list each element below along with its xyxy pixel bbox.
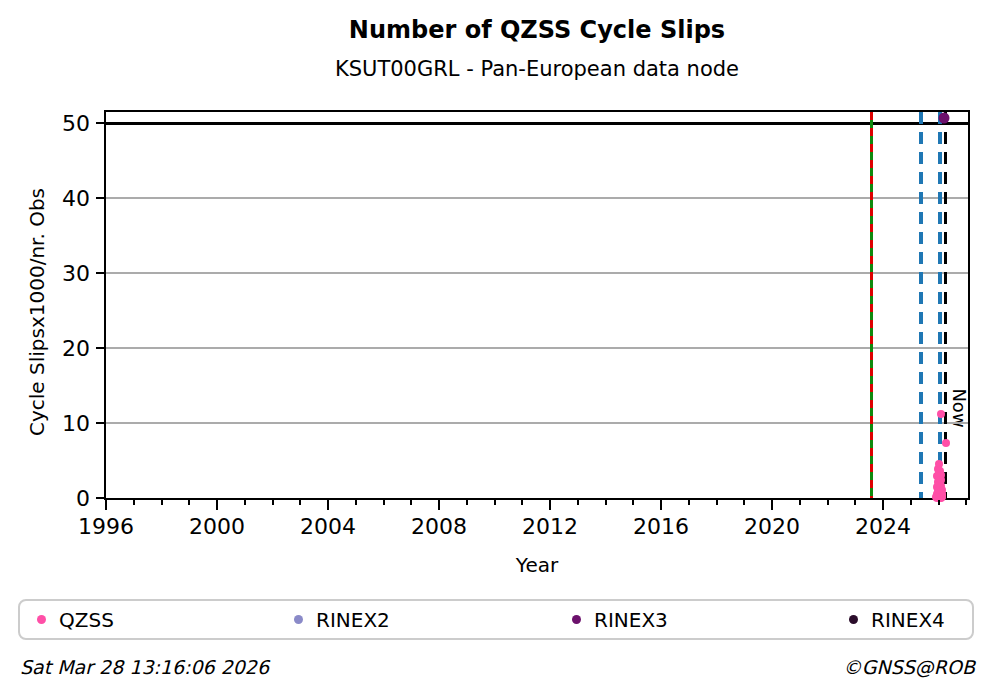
x-minor-tick bbox=[383, 500, 385, 505]
x-major-tick bbox=[438, 500, 440, 510]
x-minor-tick bbox=[272, 500, 274, 505]
x-major-tick bbox=[327, 500, 329, 510]
x-minor-tick bbox=[688, 500, 690, 505]
x-minor-tick bbox=[410, 500, 412, 505]
credit-text: ©GNSS@ROB bbox=[843, 656, 975, 678]
data-point-rinex3 bbox=[939, 112, 950, 123]
plot-area: Now bbox=[104, 110, 970, 500]
legend-item-rinex3: RINEX3 bbox=[572, 601, 668, 638]
chart-title: Number of QZSS Cycle Slips bbox=[106, 16, 968, 44]
x-minor-tick bbox=[188, 500, 190, 505]
legend-label-rinex4: RINEX4 bbox=[871, 608, 945, 632]
data-point-qzss bbox=[942, 439, 950, 447]
y-major-tick bbox=[96, 272, 106, 274]
legend-marker-rinex3 bbox=[572, 615, 581, 624]
x-minor-tick bbox=[161, 500, 163, 505]
x-minor-tick bbox=[854, 500, 856, 505]
legend-item-qzss: QZSS bbox=[37, 601, 114, 638]
legend-marker-rinex4 bbox=[849, 615, 858, 624]
x-tick-label: 2020 bbox=[727, 514, 817, 539]
x-minor-tick bbox=[133, 500, 135, 505]
x-minor-tick bbox=[299, 500, 301, 505]
x-minor-tick bbox=[910, 500, 912, 505]
legend-marker-rinex2 bbox=[294, 615, 303, 624]
y-major-tick bbox=[96, 347, 106, 349]
legend: QZSS RINEX2 RINEX3 RINEX4 bbox=[18, 599, 974, 640]
y-major-tick bbox=[96, 197, 106, 199]
legend-label-qzss: QZSS bbox=[59, 608, 114, 632]
x-tick-label: 2008 bbox=[394, 514, 484, 539]
threshold-line-50 bbox=[106, 122, 968, 125]
legend-label-rinex3: RINEX3 bbox=[594, 608, 668, 632]
x-tick-label: 2004 bbox=[283, 514, 373, 539]
y-major-tick bbox=[96, 422, 106, 424]
x-tick-label: 2016 bbox=[616, 514, 706, 539]
x-major-tick bbox=[549, 500, 551, 510]
x-major-tick bbox=[882, 500, 884, 510]
x-major-tick bbox=[216, 500, 218, 510]
blue-dashed-2 bbox=[938, 112, 942, 498]
x-minor-tick bbox=[632, 500, 634, 505]
legend-item-rinex4: RINEX4 bbox=[849, 601, 945, 638]
y-major-tick bbox=[96, 122, 106, 124]
x-tick-label: 2024 bbox=[838, 514, 928, 539]
legend-item-rinex2: RINEX2 bbox=[294, 601, 390, 638]
x-tick-label: 2012 bbox=[505, 514, 595, 539]
figure: Number of QZSS Cycle Slips KSUT00GRL - P… bbox=[0, 0, 992, 699]
x-minor-tick bbox=[938, 500, 940, 505]
x-major-tick bbox=[771, 500, 773, 510]
timestamp-text: Sat Mar 28 13:16:06 2026 bbox=[20, 656, 269, 678]
x-tick-label: 2000 bbox=[172, 514, 262, 539]
x-minor-tick bbox=[521, 500, 523, 505]
x-minor-tick bbox=[827, 500, 829, 505]
x-minor-tick bbox=[577, 500, 579, 505]
green-red-line-red-dashes bbox=[870, 112, 873, 498]
data-point-qzss bbox=[937, 410, 945, 418]
y-tick-label: 50 bbox=[30, 111, 90, 136]
gridline-y10 bbox=[106, 422, 968, 424]
x-minor-tick bbox=[244, 500, 246, 505]
y-tick-label: 0 bbox=[30, 486, 90, 511]
gridline-y20 bbox=[106, 347, 968, 349]
legend-label-rinex2: RINEX2 bbox=[316, 608, 390, 632]
legend-marker-qzss bbox=[37, 615, 46, 624]
x-minor-tick bbox=[494, 500, 496, 505]
chart-subtitle: KSUT00GRL - Pan-European data node bbox=[106, 57, 968, 81]
blue-dashed-1 bbox=[919, 112, 923, 498]
x-tick-label: 1996 bbox=[61, 514, 151, 539]
x-minor-tick bbox=[716, 500, 718, 505]
x-major-tick bbox=[660, 500, 662, 510]
x-minor-tick bbox=[799, 500, 801, 505]
x-minor-tick bbox=[743, 500, 745, 505]
x-minor-tick bbox=[466, 500, 468, 505]
x-axis-label: Year bbox=[106, 553, 968, 577]
gridline-y40 bbox=[106, 197, 968, 199]
y-axis-label: Cycle Slipsx1000/nr. Obs bbox=[25, 188, 49, 436]
x-minor-tick bbox=[355, 500, 357, 505]
x-major-tick bbox=[105, 500, 107, 510]
x-minor-tick bbox=[965, 500, 967, 505]
gridline-y30 bbox=[106, 272, 968, 274]
y-major-tick bbox=[96, 497, 106, 499]
x-minor-tick bbox=[605, 500, 607, 505]
